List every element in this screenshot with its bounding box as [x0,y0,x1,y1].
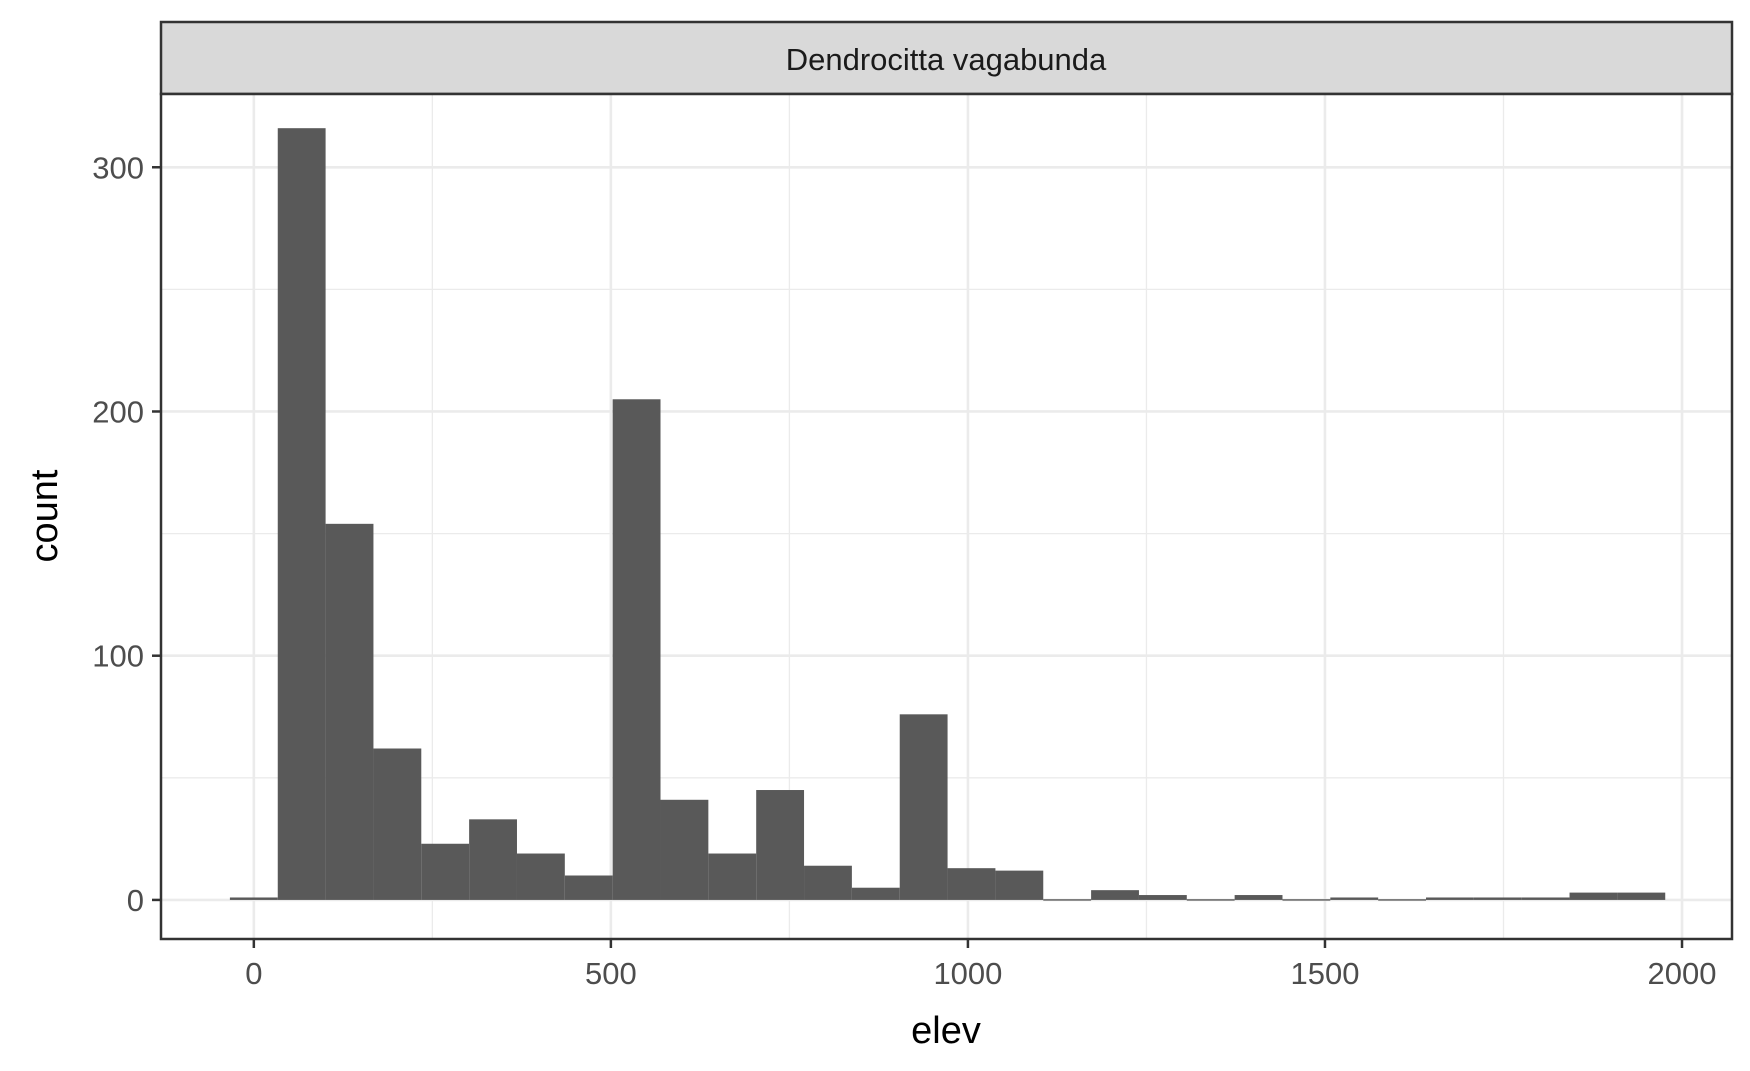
histogram-bar [660,799,709,900]
facet-strip-label: Dendrocitta vagabunda [786,42,1107,77]
histogram-bar [469,819,517,900]
x-axis-title: elev [911,1010,981,1052]
histogram-bar [373,748,422,900]
plot-panel-border [159,92,1734,941]
histogram-bar [708,853,757,900]
histogram-bar [947,868,996,900]
histogram-bar [612,399,661,900]
x-tick-label: 500 [585,956,637,991]
histogram-bar [1473,897,1522,900]
x-tick-label: 2000 [1648,956,1717,991]
y-tick-label: 300 [92,150,144,185]
histogram-bar [516,853,565,900]
histogram-bar [564,875,613,900]
histogram-bar [899,714,948,900]
histogram-bar [1234,895,1283,900]
x-tick-label: 1500 [1290,956,1359,991]
histogram-bar [1091,890,1139,900]
x-tick-label: 1000 [933,956,1002,991]
y-tick-label: 200 [92,394,144,429]
histogram-bar [804,865,852,900]
y-tick-label: 0 [127,883,144,918]
histogram-bar [1426,897,1474,900]
histogram-bar [325,523,374,900]
histogram-bar [1330,897,1379,900]
x-tick-label: 0 [245,956,262,991]
histogram-bar [1569,892,1618,900]
y-tick-label: 100 [92,639,144,674]
histogram-bar [229,897,278,900]
histogram-bar [995,870,1044,900]
histogram-bar [756,790,805,900]
y-axis-title: count [24,469,66,562]
histogram-bar [277,128,326,900]
histogram-bar [1138,895,1187,900]
histogram-bars [229,128,1666,901]
x-axis: 0 500 1000 1500 2000 [245,939,1716,991]
histogram-bar [851,887,900,900]
facet-strip [159,20,1734,96]
histogram-bar [1521,897,1570,900]
y-axis: 0 100 200 300 [92,150,161,918]
histogram-bar [1617,892,1666,900]
histogram-bar [421,843,470,900]
